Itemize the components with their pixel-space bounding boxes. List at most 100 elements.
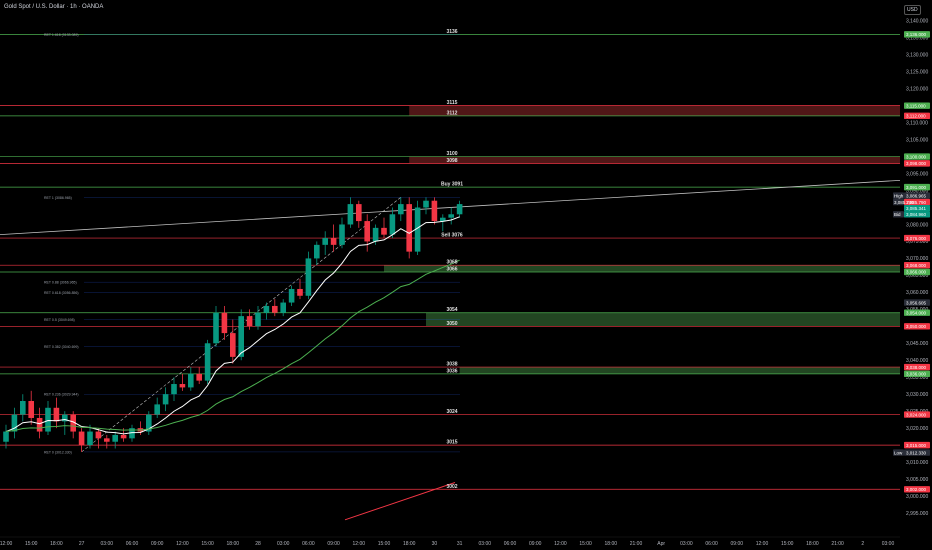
- x-tick-label-27: Apr: [657, 541, 665, 547]
- candle-body-47: [398, 204, 404, 215]
- fib-label-6: RET 0.236 (3029.944): [44, 393, 79, 397]
- candle-body-23: [196, 373, 202, 381]
- currency-button[interactable]: USD: [904, 5, 921, 15]
- y-tick-label-3: 3,125.000: [906, 70, 928, 76]
- price-tag-label-6: 3,086.965: [906, 193, 927, 198]
- y-tick-label-26: 3,010.000: [906, 460, 928, 466]
- y-tick-label-2: 3,130.000: [906, 53, 928, 59]
- price-tag-6: [904, 192, 930, 199]
- candle-body-42: [356, 204, 362, 222]
- price-tag-label-2: 3,112.000: [906, 114, 926, 119]
- x-tick-label-22: 09:00: [529, 541, 542, 547]
- x-tick-label-18: 30: [432, 541, 438, 547]
- price-tag-9: [904, 211, 930, 218]
- side-tag-label-1: 3,085.790: [894, 200, 915, 205]
- y-tick-label-22: 3,030.000: [906, 392, 928, 398]
- level-label-13: 3024: [446, 409, 457, 415]
- candle-body-51: [431, 200, 438, 222]
- x-tick-label-8: 12:00: [176, 541, 189, 547]
- x-tick-label-7: 09:00: [151, 541, 164, 547]
- candle-body-46: [389, 214, 396, 235]
- candle-body-53: [448, 214, 454, 218]
- zone-2: [384, 265, 900, 272]
- price-tag-2: [904, 112, 930, 120]
- price-tag-7: [904, 198, 930, 206]
- x-tick-label-23: 12:00: [554, 541, 567, 547]
- y-tick-label-19: 3,045.000: [906, 341, 928, 347]
- candle-body-52: [440, 217, 446, 222]
- side-tag-label-3: Low: [894, 450, 903, 455]
- y-tick-label-15: 3,065.000: [906, 273, 928, 279]
- price-axis[interactable]: 3,140.000 3,135.000 3,130.000 3,125.000 3,12…: [893, 0, 932, 550]
- candle-body-21: [179, 384, 186, 388]
- side-tag-3: [893, 449, 904, 456]
- fib-label-4: RET 0.5 (3049.698): [44, 318, 75, 322]
- price-tag-1: [904, 102, 930, 109]
- side-tag-2: [893, 211, 904, 218]
- x-tick-label-31: 12:00: [756, 541, 769, 547]
- price-tag-label-11: 3,068.000: [906, 263, 927, 268]
- level-label-0: 3136: [446, 29, 457, 35]
- x-tick-label-10: 18:00: [227, 541, 240, 547]
- y-tick-label-16: 3,060.000: [906, 290, 928, 296]
- candle-body-37: [314, 244, 320, 259]
- x-tick-label-32: 15:00: [781, 541, 794, 547]
- candle-body-49: [414, 207, 421, 252]
- ema-fast-line: [5, 216, 460, 435]
- candle-body-27: [230, 333, 236, 357]
- price-tag-5: [904, 183, 930, 191]
- level-label-5: Buy 3091: [441, 182, 463, 188]
- x-tick-label-13: 06:00: [302, 541, 315, 547]
- candle-body-25: [213, 312, 219, 344]
- candle-body-39: [330, 238, 337, 245]
- price-tag-label-9: 3,084.960: [906, 212, 927, 217]
- level-label-14: 3015: [446, 440, 457, 446]
- candle-body-2: [20, 401, 26, 415]
- fib-label-0: RET 1.618 (3133.089): [44, 33, 79, 37]
- price-tag-17: [904, 370, 930, 378]
- price-tag-label-13: 3,056.605: [906, 300, 927, 305]
- price-tag-label-18: 3,024.000: [906, 412, 927, 417]
- y-tick-label-9: 3,095.000: [906, 171, 928, 177]
- price-tag-label-20: 3,012.330: [906, 450, 927, 455]
- level-label-6: Sell 3076: [441, 233, 463, 239]
- zone-1: [409, 156, 900, 164]
- price-tag-label-17: 3,036.000: [906, 372, 927, 377]
- price-tag-label-7: 3,085.790: [906, 200, 927, 205]
- candle-body-34: [288, 288, 295, 303]
- candle-body-13: [112, 434, 118, 442]
- candle-body-15: [129, 428, 135, 439]
- side-tag-1: [893, 198, 904, 206]
- price-tag-label-4: 3,098.000: [906, 161, 927, 166]
- level-label-8: 3066: [446, 267, 457, 273]
- candle-body-18: [154, 404, 160, 415]
- y-tick-label-4: 3,120.000: [906, 86, 928, 92]
- x-tick-label-5: 03:00: [101, 541, 114, 547]
- candle-body-38: [322, 238, 328, 245]
- level-label-4: 3098: [446, 158, 457, 164]
- x-tick-label-28: 03:00: [680, 541, 693, 547]
- candle-body-9: [78, 431, 85, 446]
- price-tag-8: [904, 204, 930, 212]
- x-tick-label-15: 12:00: [353, 541, 366, 547]
- y-tick-label-21: 3,035.000: [906, 375, 928, 381]
- candle-body-26: [221, 312, 228, 334]
- y-tick-label-20: 3,040.000: [906, 358, 928, 364]
- x-tick-label-26: 21:00: [630, 541, 643, 547]
- level-label-15: 3002: [446, 484, 457, 490]
- zone-4: [459, 367, 900, 374]
- x-tick-label-9: 15:00: [201, 541, 214, 547]
- price-tag-label-15: 3,050.000: [906, 324, 927, 329]
- y-tick-label-24: 3,020.000: [906, 426, 928, 432]
- time-axis[interactable]: 12:00 15:00 18:00 27 03:00 06:00 09:00 12:00 15:…: [0, 536, 900, 547]
- price-tag-13: [904, 299, 930, 306]
- candle-body-19: [162, 394, 169, 405]
- level-label-2: 3112: [447, 110, 458, 116]
- candle-body-4: [36, 417, 43, 432]
- candle-body-8: [70, 414, 76, 432]
- y-tick-label-10: 3,090.000: [906, 188, 928, 194]
- moving-averages: [5, 216, 460, 435]
- x-tick-label-3: 18:00: [50, 541, 63, 547]
